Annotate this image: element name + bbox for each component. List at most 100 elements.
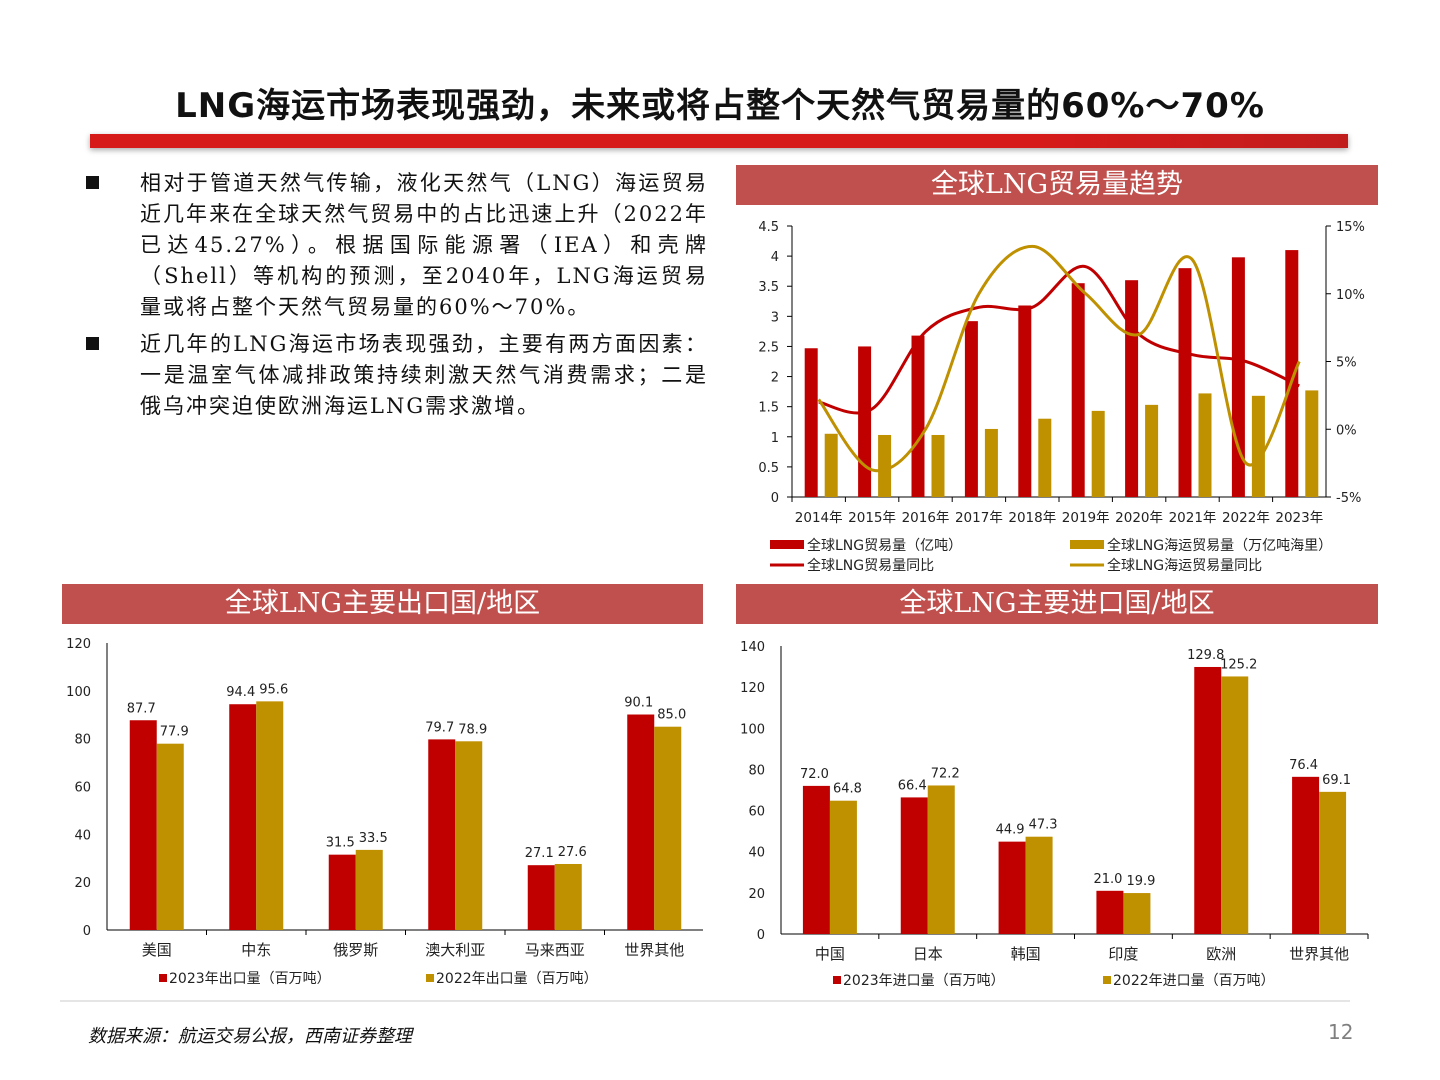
y-tick-label: 0.5 bbox=[758, 461, 779, 476]
x-tick-label: 中东 bbox=[241, 941, 271, 959]
bar bbox=[1194, 666, 1222, 934]
legend-label: 2023年进口量（百万吨） bbox=[843, 973, 1005, 989]
y-tick-label: 140 bbox=[740, 640, 765, 655]
x-tick-label: 2015年 bbox=[848, 510, 896, 526]
legend-swatch bbox=[159, 974, 167, 982]
import-chart: 0 20 40 60 80 100 120 140 中国 72.0 64.8 日本 66.4 72.2 韩国… bbox=[740, 640, 1369, 989]
export-chart-title: 全球LNG主要出口国/地区 bbox=[62, 584, 703, 624]
y-tick-label: 0 bbox=[83, 924, 91, 939]
data-label: 64.8 bbox=[833, 782, 862, 797]
x-tick-label: 2018年 bbox=[1008, 510, 1056, 526]
bar bbox=[1125, 280, 1139, 497]
bar bbox=[1038, 418, 1052, 497]
bar bbox=[1221, 676, 1249, 934]
y-tick-label: 120 bbox=[66, 637, 91, 652]
legend-label: 2022年进口量（百万吨） bbox=[1113, 973, 1275, 989]
x-tick-label: 中国 bbox=[815, 945, 845, 963]
x-tick-label: 欧洲 bbox=[1206, 945, 1236, 963]
bar bbox=[931, 434, 945, 497]
data-label: 66.4 bbox=[898, 778, 927, 793]
y-tick-label: 2 bbox=[771, 371, 779, 386]
bar bbox=[527, 865, 555, 930]
bar bbox=[355, 849, 383, 930]
data-label: 69.1 bbox=[1322, 773, 1351, 788]
bar bbox=[858, 346, 872, 497]
data-label: 90.1 bbox=[624, 696, 653, 711]
bullet-item: 相对于管道天然气传输，液化天然气（LNG）海运贸易近几年来在全球天然气贸易中的占… bbox=[86, 168, 708, 323]
y-tick-label: 4 bbox=[771, 250, 779, 265]
bar bbox=[627, 714, 655, 930]
bar bbox=[900, 797, 928, 934]
x-tick-label: 世界其他 bbox=[1289, 945, 1349, 963]
export-chart: 0 20 40 60 80 100 120 美国 87.7 77.9 中东 94.4 95.6 俄罗斯 31… bbox=[66, 637, 703, 987]
data-label: 76.4 bbox=[1289, 758, 1318, 773]
x-tick-label: 2014年 bbox=[795, 510, 843, 526]
y-tick-label: 0 bbox=[771, 491, 779, 506]
bar bbox=[1018, 305, 1032, 497]
bullet-text: 近几年的LNG海运市场表现强劲，主要有两方面因素：一是温室气体减排政策持续刺激天… bbox=[140, 332, 708, 418]
bar bbox=[1178, 268, 1192, 497]
y-tick-label: 1 bbox=[771, 431, 779, 446]
bullet-text: 相对于管道天然气传输，液化天然气（LNG）海运贸易近几年来在全球天然气贸易中的占… bbox=[140, 171, 708, 319]
y-tick-label: 100 bbox=[740, 722, 765, 737]
bar bbox=[654, 726, 682, 930]
data-label: 19.9 bbox=[1126, 874, 1155, 889]
bar bbox=[1091, 410, 1105, 497]
bar bbox=[804, 348, 818, 497]
bar bbox=[998, 841, 1026, 934]
y-tick-label: 40 bbox=[74, 828, 91, 843]
x-tick-label: 俄罗斯 bbox=[333, 941, 378, 959]
data-label: 87.7 bbox=[127, 701, 156, 716]
data-label: 27.1 bbox=[525, 846, 554, 861]
data-label: 72.2 bbox=[931, 766, 960, 781]
bullet-square-icon bbox=[86, 337, 99, 350]
data-label: 85.0 bbox=[657, 708, 686, 723]
bar bbox=[1123, 893, 1151, 934]
legend-label: 全球LNG海运贸易量（万亿吨海里） bbox=[1107, 537, 1332, 554]
x-tick-label: 2017年 bbox=[955, 510, 1003, 526]
footer-divider bbox=[60, 1000, 1350, 1002]
legend-label: 全球LNG贸易量同比 bbox=[807, 557, 934, 574]
series-line bbox=[818, 265, 1300, 415]
bar bbox=[229, 704, 257, 930]
data-label: 31.5 bbox=[326, 836, 355, 851]
legend-swatch bbox=[770, 540, 804, 549]
trend-chart: 0 0.5 1 1.5 2 2.5 3 3.5 4 4.5 -5% 0% 5% 10% 15% 2014年 20… bbox=[758, 220, 1365, 574]
data-label: 125.2 bbox=[1220, 657, 1257, 672]
series-line bbox=[817, 244, 1301, 473]
bar bbox=[1319, 791, 1347, 934]
y-tick-label: 3.5 bbox=[758, 280, 779, 295]
data-label: 21.0 bbox=[1093, 872, 1122, 887]
bar bbox=[878, 434, 892, 497]
data-label: 47.3 bbox=[1029, 818, 1058, 833]
bar bbox=[1198, 393, 1212, 497]
trend-chart-title: 全球LNG贸易量趋势 bbox=[736, 165, 1378, 205]
legend-label: 2022年出口量（百万吨） bbox=[436, 971, 598, 987]
legend-swatch bbox=[833, 976, 841, 984]
y2-tick-label: 15% bbox=[1336, 220, 1365, 235]
legend-swatch bbox=[1103, 976, 1111, 984]
y-tick-label: 2.5 bbox=[758, 340, 779, 355]
bar bbox=[1096, 890, 1124, 934]
bar bbox=[455, 741, 483, 930]
bar bbox=[984, 428, 998, 497]
y-tick-label: 80 bbox=[748, 763, 765, 778]
y2-tick-label: 0% bbox=[1336, 423, 1357, 438]
bar bbox=[428, 739, 456, 930]
data-label: 129.8 bbox=[1187, 648, 1224, 663]
x-tick-label: 世界其他 bbox=[624, 941, 684, 959]
x-tick-label: 2020年 bbox=[1115, 510, 1163, 526]
data-label: 78.9 bbox=[458, 722, 487, 737]
data-label: 27.6 bbox=[558, 845, 587, 860]
x-tick-label: 2022年 bbox=[1222, 510, 1270, 526]
y-tick-label: 20 bbox=[748, 887, 765, 902]
bar bbox=[802, 785, 830, 934]
page-title: LNG海运市场表现强劲，未来或将占整个天然气贸易量的60%～70% bbox=[175, 86, 1265, 126]
bar bbox=[156, 743, 184, 930]
x-tick-label: 2021年 bbox=[1169, 510, 1217, 526]
data-label: 72.0 bbox=[800, 767, 829, 782]
y-tick-label: 3 bbox=[771, 310, 779, 325]
y2-tick-label: -5% bbox=[1336, 491, 1361, 506]
bar bbox=[927, 785, 955, 934]
bar bbox=[1071, 283, 1085, 497]
